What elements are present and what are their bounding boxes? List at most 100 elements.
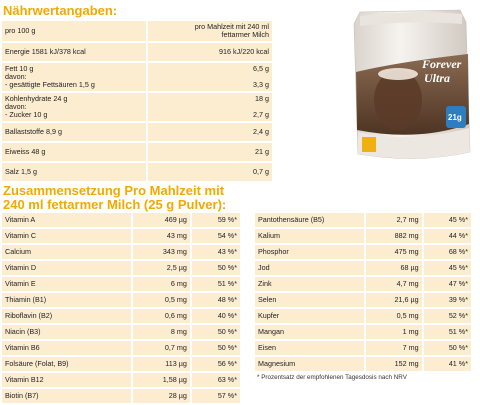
composition-row: Vitamin A 469 µg 59 %* [2, 213, 240, 227]
nutrient-amount: 4,7 mg [364, 277, 422, 291]
package-product: Ultra [424, 71, 450, 85]
product-package-image: Forever Ultra 21g [353, 9, 471, 159]
nutrition-label-line: davon: [5, 72, 27, 81]
nutrition-label-line: Kohlenhydrate 24 g [5, 94, 68, 103]
nutrition-value: 21 g [146, 143, 272, 161]
nutrient-amount: 21,6 µg [364, 293, 422, 307]
nutrition-label-line: - gesättigte Fettsäuren 1,5 g [5, 80, 95, 89]
nutrition-row: Eiweiss 48 g 21 g [2, 143, 272, 161]
nutrition-label-line: Ballaststoffe 8,9 g [5, 127, 63, 136]
nutrition-label: Fett 10 g davon: - gesättigte Fettsäuren 1… [2, 63, 146, 91]
nutrition-label: Salz 1,5 g [2, 163, 146, 181]
nutrient-percent: 56 %* [189, 357, 240, 371]
nutrition-label-line: Eiweiss 48 g [5, 147, 46, 156]
composition-row: Kupfer 0,5 mg 52 %* [255, 309, 471, 323]
nutrient-name: Vitamin B12 [2, 373, 132, 387]
nutrient-name: Pantothensäure (B5) [255, 213, 365, 227]
nutrient-name: Biotin (B7) [2, 389, 132, 403]
nutrient-amount: 469 µg [131, 213, 190, 227]
nutrition-row: pro 100 g pro Mahlzeit mit 240 ml fettarme… [2, 21, 272, 41]
nutrient-amount: 68 µg [364, 261, 422, 275]
nutrition-value: 18 g 2,7 g [146, 93, 272, 121]
nutrient-percent: 52 %* [421, 309, 471, 323]
composition-row: Folsäure (Folat, B9) 113 µg 56 %* [2, 357, 240, 371]
nutrient-percent: 44 %* [421, 229, 471, 243]
shake-glass [374, 70, 422, 130]
shake-foam [378, 68, 418, 80]
composition-row: Biotin (B7) 28 µg 57 %* [2, 389, 240, 403]
composition-row: Mangan 1 mg 51 %* [255, 325, 471, 339]
footnote: * Prozentsatz der empfohlenen Tagesdosis… [257, 374, 407, 381]
nutrition-value-line: 3,3 g [253, 80, 269, 89]
composition-row: Selen 21,6 µg 39 %* [255, 293, 471, 307]
nutrition-heading: Nährwertangaben: [3, 3, 118, 18]
nutrition-label-line: davon: [5, 102, 27, 111]
composition-row: Vitamin C 43 mg 54 %* [2, 229, 240, 243]
composition-row: Zink 4,7 mg 47 %* [255, 277, 471, 291]
nutrient-amount: 882 mg [364, 229, 422, 243]
nutrition-value-line: 6,5 g [253, 64, 269, 73]
nutrient-percent: 50 %* [421, 341, 471, 355]
nutrient-percent: 54 %* [189, 229, 240, 243]
nutrient-name: Phosphor [255, 245, 365, 259]
nutrition-value-line: fettarmer Milch [221, 30, 269, 39]
nutrient-percent: 50 %* [189, 325, 240, 339]
nutrition-value-line: 2,7 g [253, 110, 269, 119]
nutrient-name: Mangan [255, 325, 365, 339]
nutrient-name: Folsäure (Folat, B9) [2, 357, 132, 371]
composition-row: Magnesium 152 mg 41 %* [255, 357, 471, 371]
composition-heading-line1: Zusammensetzung Pro Mahlzeit mit [3, 183, 225, 198]
composition-table-right: Pantothensäure (B5) 2,7 mg 45 %* Kalium 882 … [255, 211, 471, 373]
composition-table-left: Vitamin A 469 µg 59 %* Vitamin C 43 mg 54 %* C… [2, 211, 240, 405]
nutrition-value-line: 0,7 g [253, 167, 269, 176]
nutrient-amount: 6 mg [131, 277, 190, 291]
nutrient-name: Niacin (B3) [2, 325, 132, 339]
protein-badge [446, 106, 466, 128]
nutrient-name: Eisen [255, 341, 365, 355]
nutrition-value-line: 21 g [255, 147, 269, 156]
nutrition-label: Ballaststoffe 8,9 g [2, 123, 146, 141]
nutrient-percent: 45 %* [421, 261, 471, 275]
nutrition-label-line: Energie 1581 kJ/378 kcal [5, 47, 86, 56]
nutrient-name: Kalium [255, 229, 365, 243]
nutrition-label: Kohlenhydrate 24 g davon: - Zucker 10 g [2, 93, 146, 121]
nutrient-percent: 39 %* [421, 293, 471, 307]
nutrient-percent: 47 %* [421, 277, 471, 291]
composition-row: Eisen 7 mg 50 %* [255, 341, 471, 355]
composition-row: Vitamin B12 1,58 µg 63 %* [2, 373, 240, 387]
composition-row: Phosphor 475 mg 68 %* [255, 245, 471, 259]
nutrition-label: pro 100 g [2, 21, 146, 41]
nutrient-amount: 0,6 mg [131, 309, 190, 323]
nutrient-amount: 7 mg [364, 341, 422, 355]
nutrient-amount: 0,5 mg [364, 309, 422, 323]
nutrient-name: Thiamin (B1) [2, 293, 132, 307]
nutrient-name: Vitamin E [2, 277, 132, 291]
nutrition-value: 916 kJ/220 kcal [146, 43, 272, 61]
nutrition-label: Eiweiss 48 g [2, 143, 146, 161]
nutrition-label: Energie 1581 kJ/378 kcal [2, 43, 146, 61]
composition-row: Vitamin D 2,5 µg 50 %* [2, 261, 240, 275]
nutrition-row: Energie 1581 kJ/378 kcal 916 kJ/220 kcal [2, 43, 272, 61]
nutrition-value: 6,5 g 3,3 g [146, 63, 272, 91]
nutrient-name: Vitamin C [2, 229, 132, 243]
nutrient-name: Selen [255, 293, 365, 307]
nutrition-label-line: - Zucker 10 g [5, 110, 48, 119]
composition-row: Pantothensäure (B5) 2,7 mg 45 %* [255, 213, 471, 227]
nutrient-amount: 1 mg [364, 325, 422, 339]
nutrition-label-line: Fett 10 g [5, 64, 34, 73]
composition-row: Calcium 343 mg 43 %* [2, 245, 240, 259]
composition-row: Kalium 882 mg 44 %* [255, 229, 471, 243]
nutrient-percent: 59 %* [189, 213, 240, 227]
nutrient-name: Magnesium [255, 357, 365, 371]
nutrient-name: Vitamin A [2, 213, 132, 227]
nutrient-amount: 8 mg [131, 325, 190, 339]
package-brand: Forever [421, 57, 462, 71]
nutrient-percent: 50 %* [189, 261, 240, 275]
nutrient-percent: 57 %* [189, 389, 240, 403]
composition-row: Thiamin (B1) 0,5 mg 48 %* [2, 293, 240, 307]
nutrient-percent: 51 %* [189, 277, 240, 291]
nutrition-value-line: 2,4 g [253, 127, 269, 136]
nutrition-label-line: pro 100 g [5, 26, 36, 35]
nutrition-value-line [151, 73, 269, 81]
